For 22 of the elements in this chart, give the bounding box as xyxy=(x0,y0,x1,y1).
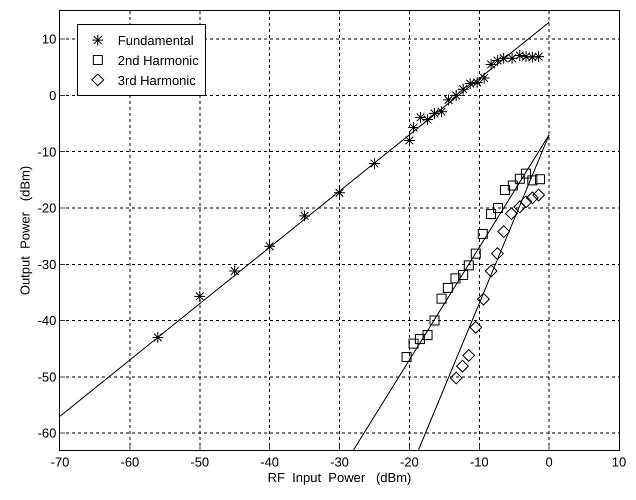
x-tick-label: 0 xyxy=(546,454,553,470)
y-tick-label: 0 xyxy=(49,88,56,103)
x-tick-label: 10 xyxy=(612,454,626,470)
y-axis-title: Output Power (dBm) xyxy=(18,166,33,296)
legend-label: 3rd Harmonic xyxy=(118,72,196,88)
y-tick-label: -50 xyxy=(38,369,56,384)
y-tick-label: -40 xyxy=(38,313,56,328)
x-tick-label: -10 xyxy=(470,454,489,470)
x-axis-title: RF Input Power (dBm) xyxy=(268,470,412,486)
legend-label: 2nd Harmonic xyxy=(118,53,200,68)
x-tick-label: -30 xyxy=(330,454,349,470)
y-tick-label: -60 xyxy=(38,426,56,441)
y-tick-label: 10 xyxy=(42,32,56,47)
x-tick-label: -70 xyxy=(50,454,70,470)
y-tick-label: -20 xyxy=(38,200,56,216)
y-tick-label: -10 xyxy=(38,144,56,160)
x-tick-label: -40 xyxy=(260,454,280,470)
x-tick-label: -20 xyxy=(400,454,419,470)
x-tick-label: -60 xyxy=(120,454,140,470)
legend-label: Fundamental xyxy=(118,33,194,48)
x-tick-label: -50 xyxy=(190,454,210,470)
y-tick-label: -30 xyxy=(38,256,56,272)
